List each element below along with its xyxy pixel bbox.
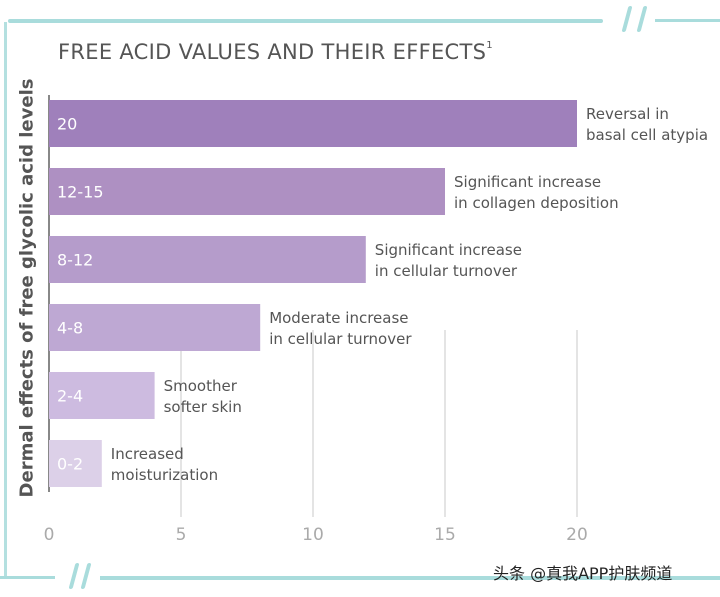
bar [49, 236, 366, 283]
bar [49, 372, 155, 419]
bar-annotation: in cellular turnover [375, 262, 518, 280]
x-tick-label: 10 [302, 525, 324, 545]
bar-annotation: Moderate increase [269, 309, 408, 327]
bar-category-label: 20 [57, 115, 77, 134]
bar-annotation: Significant increase [375, 241, 522, 259]
bar-annotation: Significant increase [454, 173, 601, 191]
watermark: 头条 @真我APP护肤频道 [493, 564, 673, 583]
chart-title: FREE ACID VALUES AND THEIR EFFECTS1 [58, 40, 493, 64]
frame-border-left [4, 22, 7, 577]
x-tick-label: 15 [434, 525, 456, 545]
x-tick-label: 20 [566, 525, 588, 545]
bar-annotation: basal cell atypia [586, 126, 708, 144]
bar [49, 168, 445, 215]
bar [49, 100, 577, 147]
bar-category-label: 4-8 [57, 319, 83, 338]
x-tick-label: 5 [176, 525, 187, 545]
bar [49, 304, 261, 351]
bar-category-label: 0-2 [57, 455, 83, 474]
bar-annotation: Increased [111, 445, 184, 463]
frame-border-top-right [655, 19, 720, 22]
x-tick-label: 0 [44, 525, 55, 545]
bar-annotation: Reversal in [586, 105, 669, 123]
frame-border-top [8, 19, 603, 23]
bar-category-label: 2-4 [57, 387, 83, 406]
bar-category-label: 8-12 [57, 251, 93, 270]
bar-annotation: softer skin [164, 398, 242, 416]
frame-border-bottom [100, 576, 720, 580]
bar-annotation: in cellular turnover [269, 330, 412, 348]
frame-border-bottom-left [0, 576, 55, 579]
bar-category-label: 12-15 [57, 183, 104, 202]
bar-annotation: Smoother [164, 377, 238, 395]
bar [49, 440, 102, 487]
bar-annotation: moisturization [111, 466, 218, 484]
bar-annotation: in collagen deposition [454, 194, 619, 212]
